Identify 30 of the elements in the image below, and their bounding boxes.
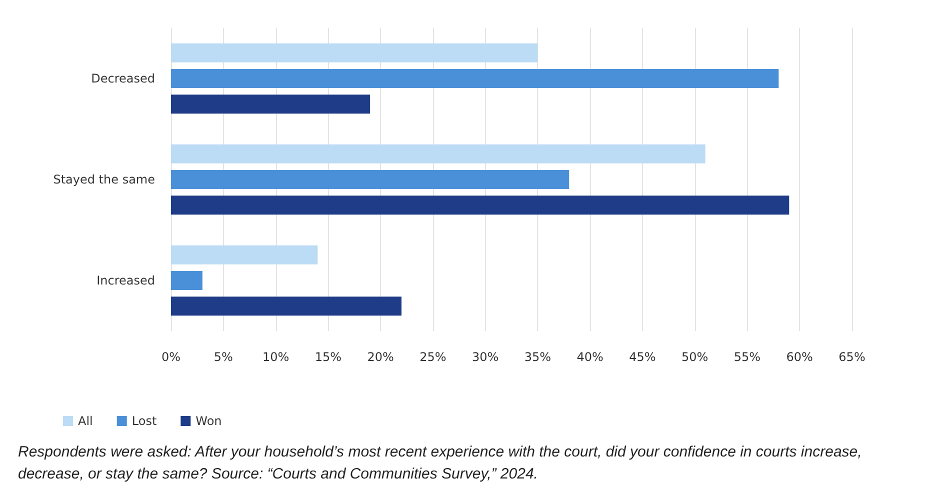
x-tick-label: 10% [262, 350, 290, 364]
x-tick-label: 25% [420, 350, 446, 364]
x-tick-label: 50% [682, 350, 708, 364]
legend-label: Lost [132, 414, 157, 428]
bar [171, 271, 202, 290]
legend-label: All [78, 414, 93, 428]
bar [171, 94, 370, 114]
x-tick-label: 20% [367, 350, 394, 364]
x-tick-label: 30% [472, 350, 499, 364]
y-tick-label: Decreased [91, 72, 155, 86]
x-tick-label: 35% [524, 350, 552, 364]
text: Respondents were asked: After your household’s most recent experience with the court, did your confidence in courts increase, decrease, or stay the same? Source: “Courts and Communities Survey,” 2024. [18, 444, 866, 482]
x-tick-label: 65% [838, 350, 866, 364]
x-tick-label: 60% [786, 350, 813, 364]
bar [171, 43, 538, 62]
x-tick-label: 40% [576, 350, 604, 364]
bar [171, 170, 570, 189]
legend-label: Won [196, 414, 222, 428]
bar [171, 69, 779, 88]
x-tick-label: 45% [629, 350, 656, 364]
y-tick-label: Increased [96, 274, 155, 288]
bar [171, 245, 318, 264]
y-tick-label: Stayed the same [53, 172, 155, 186]
x-tick-label: 15% [314, 350, 342, 364]
bar [171, 144, 706, 164]
x-tick-label: 5% [214, 350, 233, 364]
x-tick-label: 0% [161, 350, 181, 364]
bar [171, 196, 790, 215]
x-tick-label: 55% [734, 350, 761, 364]
bar [171, 296, 402, 316]
